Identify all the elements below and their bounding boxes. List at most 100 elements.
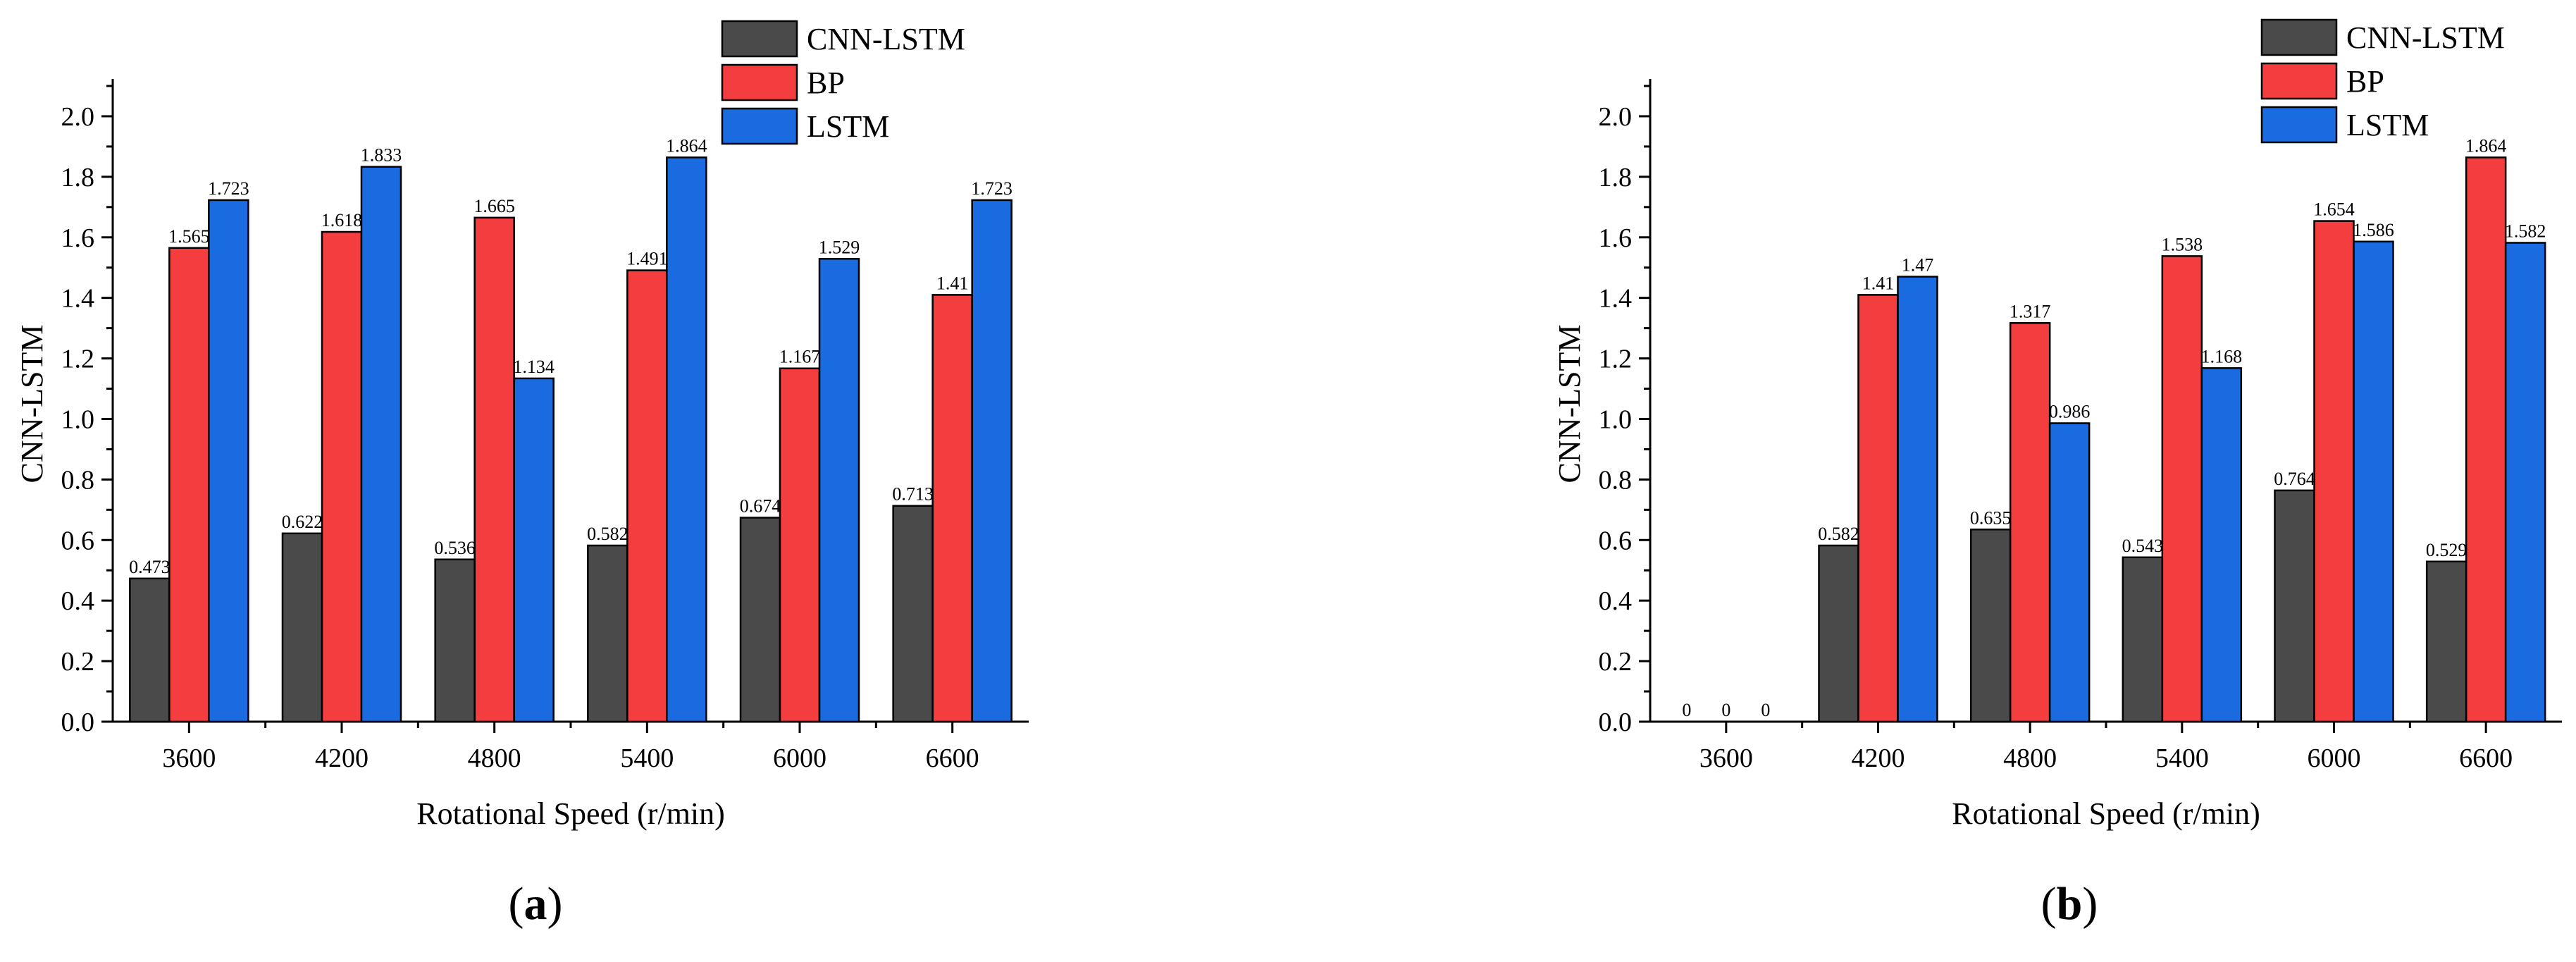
data-label: 1.134 — [513, 357, 555, 377]
bar-bp-5400 — [2161, 255, 2203, 723]
x-tick-label: 4200 — [315, 744, 369, 773]
y-tick-label: 1.8 — [61, 163, 95, 192]
legend-label-bp: BP — [2346, 64, 2384, 99]
data-label: 0.713 — [892, 484, 934, 505]
chart-a: 0.0 0.2 0.4 0.6 0.8 1.0 1.2 1.4 1.6 1.8 2.0 CNN-LST… — [15, 20, 1029, 831]
legend-swatch-lstm — [2260, 106, 2338, 144]
y-tick-label: 2.0 — [61, 102, 95, 132]
data-label: 1.491 — [626, 249, 668, 269]
y-tick-label: 1.2 — [1599, 345, 1633, 374]
legend-label-cnn-lstm: CNN-LSTM — [2346, 20, 2505, 55]
bar-bp-5400 — [626, 269, 668, 723]
x-tick-label: 4200 — [1852, 744, 1905, 773]
y-tick-label: 0.2 — [1599, 647, 1633, 677]
bar-bp-4200 — [1857, 294, 1899, 723]
data-label: 1.723 — [971, 178, 1013, 199]
y-tick-label: 1.4 — [61, 284, 95, 314]
bar-cnn-lstm-4800 — [1969, 529, 2012, 723]
data-label: 0.582 — [1818, 524, 1859, 544]
data-label: 0.986 — [2049, 401, 2091, 421]
bar-cnn-lstm-6600 — [2425, 560, 2467, 723]
bar-bp-6600 — [931, 294, 973, 723]
bar-lstm-6000 — [2353, 240, 2394, 723]
data-label: 0.674 — [740, 496, 781, 517]
legend-label-bp: BP — [807, 66, 845, 100]
bar-cnn-lstm-4200 — [281, 532, 323, 723]
data-label: 1.529 — [819, 237, 860, 257]
caption-a: (a) — [508, 878, 563, 930]
data-label: 1.833 — [361, 145, 402, 166]
data-label: 1.168 — [2201, 346, 2243, 366]
bar-lstm-5400 — [666, 156, 707, 723]
legend-swatch-cnn-lstm — [2260, 18, 2338, 56]
y-tick-label: 0.4 — [61, 586, 95, 616]
x-tick-label: 4800 — [468, 744, 521, 773]
legend-swatch-cnn-lstm — [721, 20, 798, 58]
data-label: 0.543 — [2122, 536, 2164, 556]
bar-lstm-4800 — [2048, 422, 2091, 723]
x-tick-label: 6000 — [773, 744, 826, 773]
bar-lstm-6600 — [971, 199, 1013, 723]
x-tick-label: 5400 — [2155, 744, 2209, 773]
data-label: 0.536 — [434, 538, 476, 558]
x-axis-title: Rotational Speed (r/min) — [416, 796, 724, 831]
data-label: 1.538 — [2162, 234, 2203, 254]
bar-lstm-4200 — [360, 166, 402, 723]
data-label: 0.582 — [587, 524, 628, 544]
y-tick-label: 1.0 — [61, 405, 95, 434]
legend-swatch-bp — [2260, 62, 2338, 100]
bar-cnn-lstm-4200 — [1818, 544, 1859, 723]
legend-swatch-lstm — [721, 107, 798, 145]
bar-bp-3600 — [168, 247, 210, 723]
bar-cnn-lstm-5400 — [587, 544, 628, 723]
data-label: 0.622 — [282, 512, 323, 532]
data-label: 0.473 — [129, 557, 171, 577]
caption-b: (b) — [2041, 878, 2098, 930]
y-axis-title: CNN-LSTM — [15, 325, 49, 483]
bar-cnn-lstm-6000 — [739, 517, 781, 723]
bar-lstm-6000 — [818, 258, 860, 723]
data-label: 1.582 — [2505, 221, 2546, 241]
x-tick-label: 3600 — [1699, 744, 1753, 773]
data-label: 1.864 — [2465, 135, 2507, 156]
data-label: 0.635 — [1970, 507, 2012, 528]
bar-bp-6600 — [2465, 156, 2507, 723]
y-tick-label: 0.0 — [1599, 708, 1633, 737]
bar-lstm-4200 — [1897, 276, 1938, 723]
bar-cnn-lstm-6600 — [892, 505, 934, 723]
legend-label-cnn-lstm: CNN-LSTM — [807, 22, 965, 56]
data-label: 1.317 — [2010, 301, 2051, 321]
bar-cnn-lstm-6000 — [2274, 489, 2315, 723]
bar-bp-4200 — [321, 230, 363, 723]
y-tick-label: 0.2 — [61, 647, 95, 677]
data-label: 0.529 — [2426, 540, 2467, 560]
data-label: 1.41 — [936, 273, 969, 293]
data-label: 1.654 — [2313, 199, 2355, 220]
y-tick-label: 0.8 — [1599, 465, 1633, 495]
legend-label-lstm: LSTM — [807, 109, 889, 144]
y-tick-label: 0.8 — [61, 465, 95, 495]
legend-swatch-bp — [721, 63, 798, 101]
legend-label-lstm: LSTM — [2346, 108, 2429, 142]
y-tick-label: 0.0 — [61, 708, 95, 737]
y-tick-label: 0.4 — [1599, 586, 1633, 616]
y-tick-label: 1.0 — [1599, 405, 1633, 434]
x-tick-label: 4800 — [2003, 744, 2057, 773]
data-label: 1.665 — [473, 196, 515, 216]
data-label: 0 — [1721, 700, 1730, 720]
y-tick-label: 1.4 — [1599, 284, 1633, 314]
bar-lstm-4800 — [513, 377, 555, 723]
bar-cnn-lstm-5400 — [2122, 556, 2164, 723]
bar-bp-6000 — [779, 367, 821, 723]
bar-bp-4800 — [473, 216, 515, 723]
x-tick-label: 6600 — [2459, 744, 2513, 773]
bar-lstm-5400 — [2200, 367, 2243, 723]
y-tick-label: 0.6 — [61, 526, 95, 555]
bar-bp-6000 — [2313, 220, 2355, 723]
chart-b: 0.0 0.2 0.4 0.6 0.8 1.0 1.2 1.4 1.6 1.8 2.0 CNN-LST… — [1552, 18, 2562, 831]
data-label: 1.41 — [1862, 273, 1895, 293]
y-tick-label: 1.8 — [1599, 163, 1633, 192]
data-label: 0.764 — [2274, 469, 2315, 489]
x-tick-label: 3600 — [162, 744, 216, 773]
data-label: 1.565 — [168, 226, 210, 247]
